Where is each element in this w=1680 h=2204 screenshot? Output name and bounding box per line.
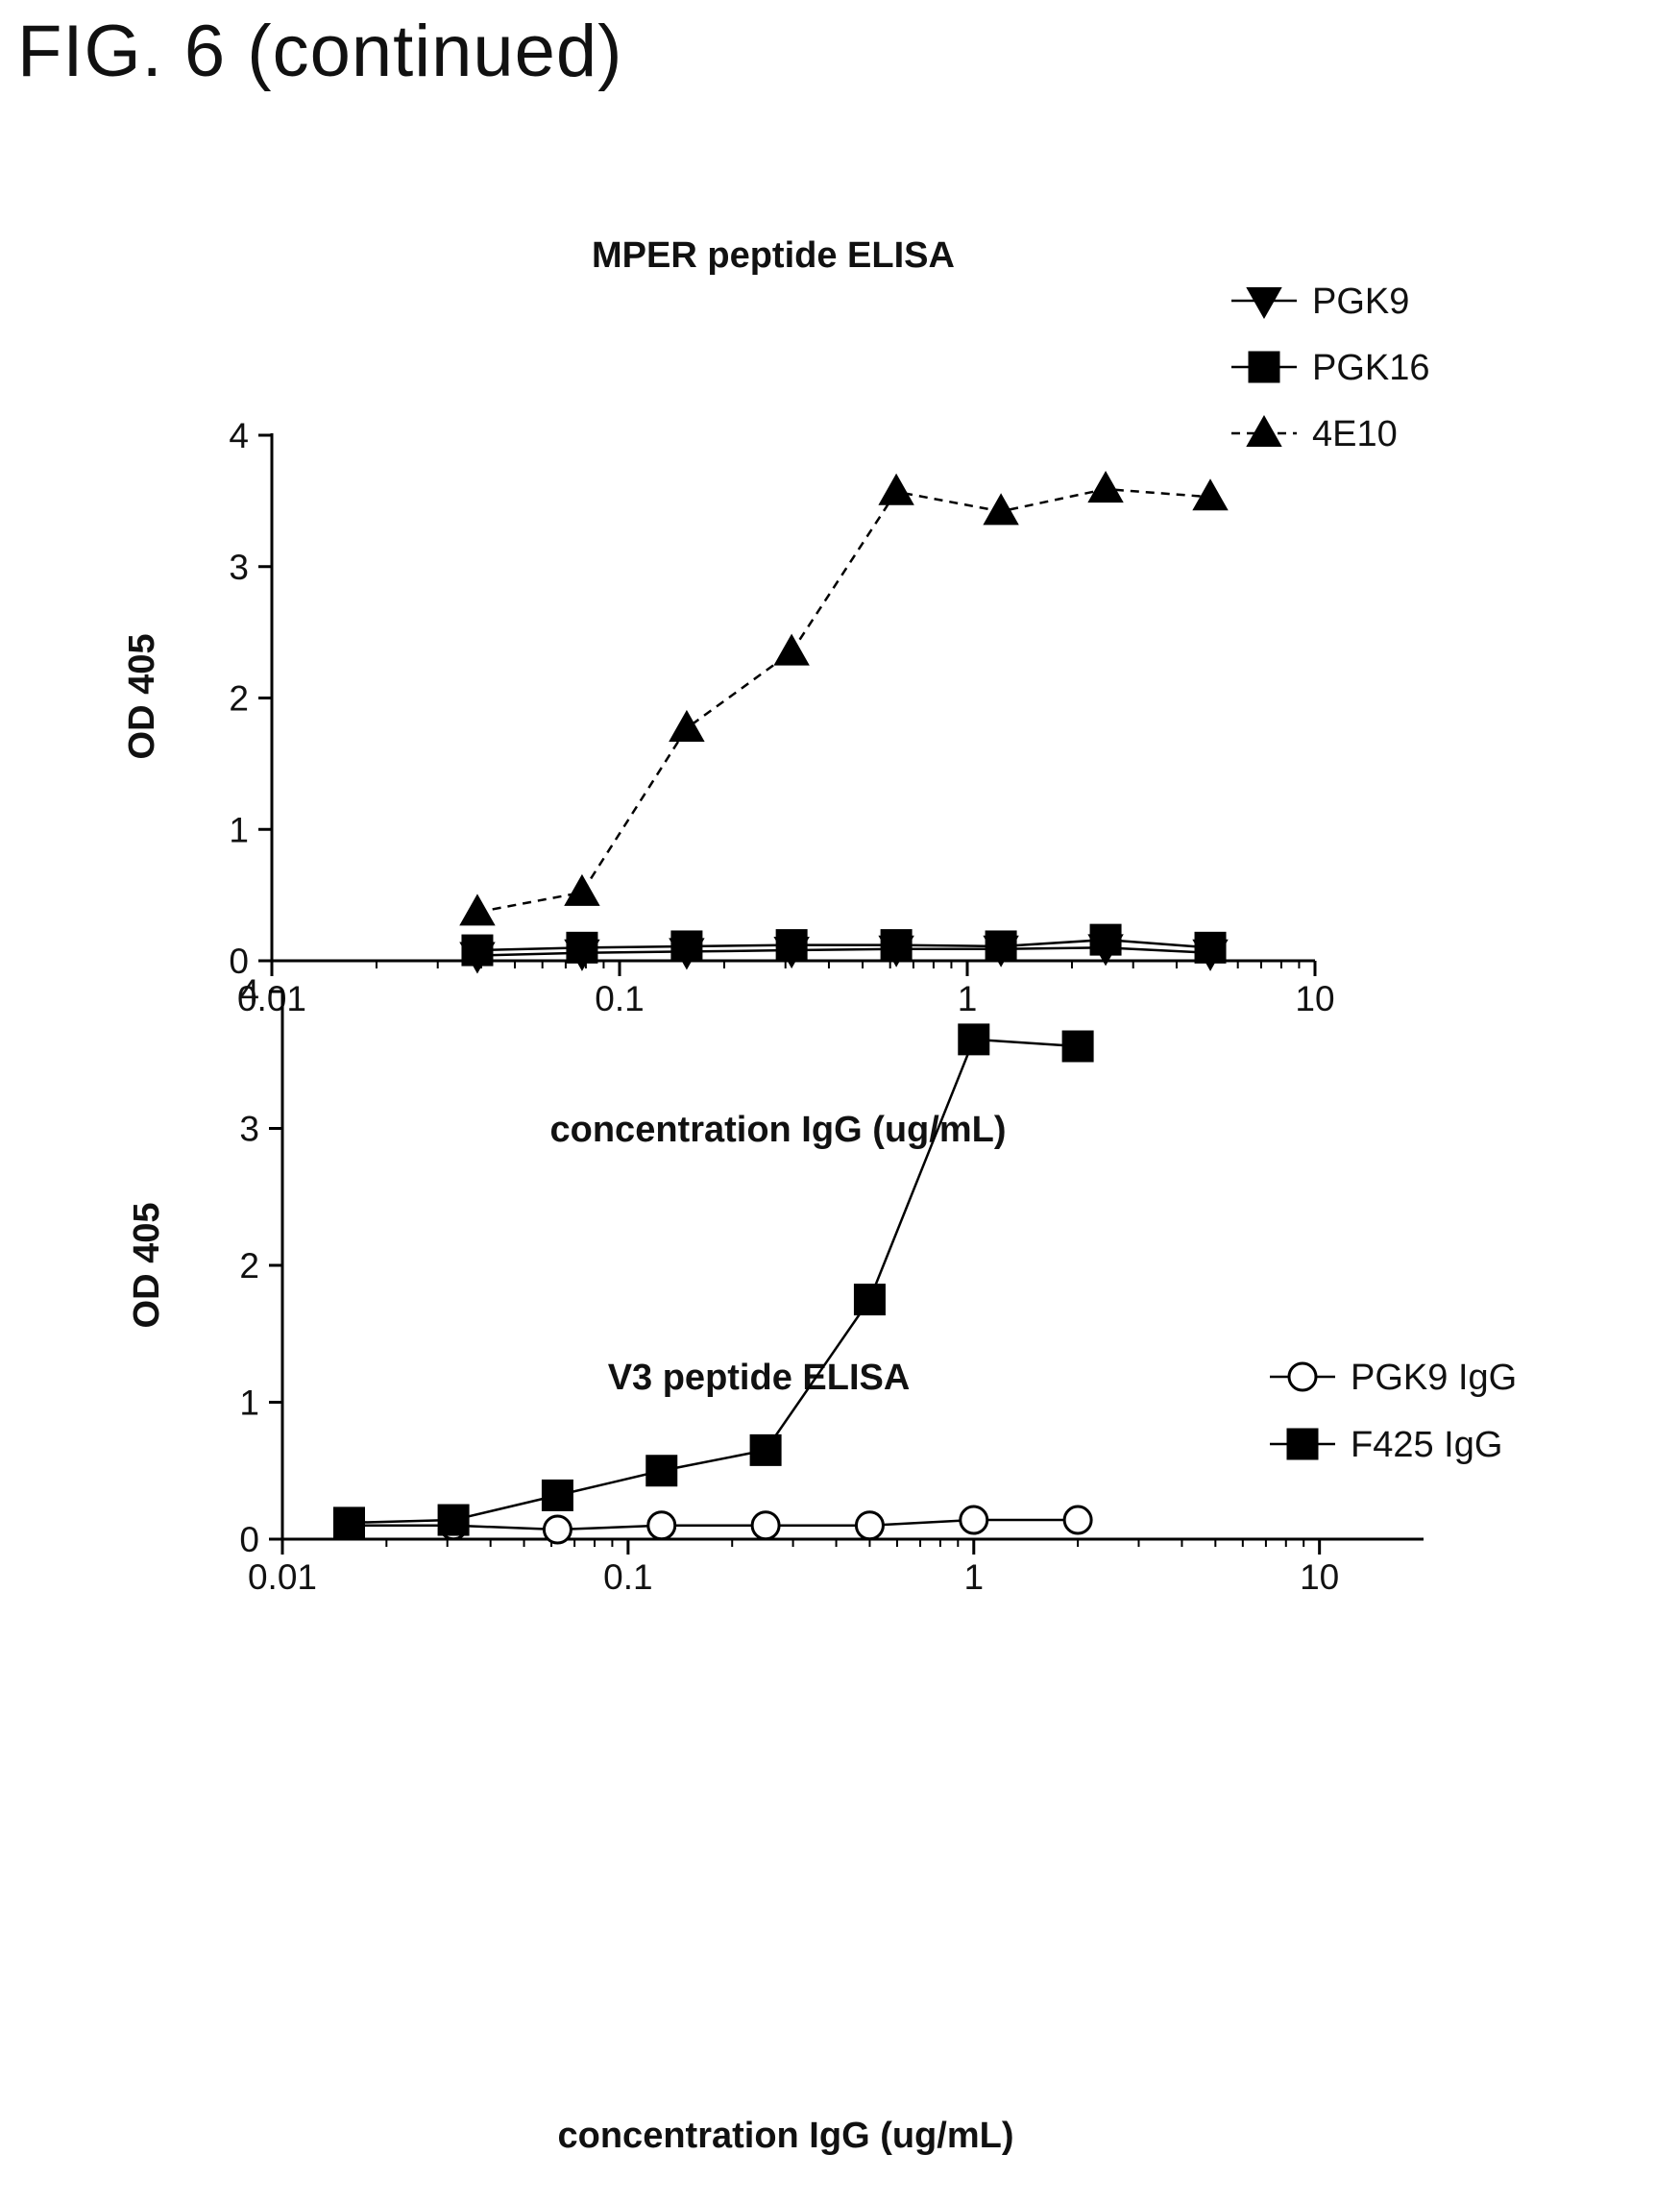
data-point: [1194, 931, 1227, 964]
series-line: [476, 938, 1211, 952]
data-point: [461, 934, 494, 967]
y-axis-label: OD 405: [122, 634, 162, 760]
data-point: [541, 1479, 573, 1511]
chart-title: V3 peptide ELISA: [608, 1358, 911, 1398]
data-point: [958, 1023, 990, 1056]
series-pgk16: [461, 923, 1227, 967]
series-4e10: [459, 471, 1229, 926]
legend-label: F425 IgG: [1351, 1425, 1502, 1465]
series-line: [476, 946, 1211, 957]
x-tick-label: 0.1: [603, 1557, 652, 1597]
x-tick-label: 0.01: [237, 979, 306, 1018]
series-line: [349, 1518, 1079, 1531]
data-point: [459, 894, 496, 926]
data-point: [564, 873, 600, 906]
y-tick-label: 3: [229, 548, 249, 587]
y-tick-label: 1: [239, 1384, 259, 1423]
data-point: [983, 493, 1019, 526]
legend-marker: [1287, 1361, 1318, 1392]
legend-entry-pgk9: PGK9: [1231, 282, 1409, 322]
data-point: [880, 929, 913, 962]
data-point: [1089, 923, 1122, 956]
x-tick-label: 0.01: [248, 1557, 317, 1597]
data-point: [959, 1505, 989, 1535]
y-tick-label: 4: [229, 416, 249, 455]
data-point: [775, 929, 808, 962]
legend-label: PGK16: [1312, 348, 1430, 388]
data-point: [646, 1510, 677, 1541]
x-tick-label: 1: [958, 979, 978, 1018]
legend-label: PGK9 IgG: [1351, 1358, 1517, 1398]
y-tick-label: 1: [229, 810, 249, 849]
series-line: [476, 487, 1211, 914]
data-point: [853, 1284, 886, 1316]
data-point: [566, 931, 598, 964]
data-point: [750, 1510, 781, 1541]
x-tick-label: 10: [1295, 979, 1334, 1018]
y-tick-label: 4: [239, 972, 259, 1012]
data-point: [333, 1506, 366, 1539]
legend-marker: [1246, 414, 1282, 447]
data-point: [437, 1504, 470, 1536]
legend-entry-pgk16: PGK16: [1231, 348, 1430, 388]
data-point: [1087, 471, 1124, 503]
y-axis-label: OD 405: [127, 1203, 167, 1329]
legend-label: PGK9: [1312, 282, 1409, 322]
legend-marker: [1286, 1428, 1319, 1460]
x-axis-label: concentration IgG (ug/mL): [550, 1110, 1007, 1150]
legend-label: 4E10: [1312, 414, 1398, 454]
figure-title: FIG. 6 (continued): [17, 11, 623, 92]
data-point: [1192, 478, 1229, 511]
x-tick-label: 1: [963, 1557, 984, 1597]
legend-entry-pgk9-igg: PGK9 IgG: [1270, 1358, 1517, 1398]
legend-entry-4e10: 4E10: [1231, 414, 1398, 454]
y-tick-label: 2: [239, 1246, 259, 1286]
data-point: [854, 1510, 885, 1541]
series-f425-igg: [333, 1023, 1094, 1539]
legend-marker: [1248, 351, 1280, 383]
data-point: [878, 473, 914, 505]
data-point: [985, 930, 1017, 963]
data-point: [645, 1455, 678, 1487]
x-tick-label: 10: [1300, 1557, 1339, 1597]
y-tick-label: 2: [229, 679, 249, 719]
series-line: [349, 1038, 1079, 1525]
data-point: [670, 930, 703, 963]
y-tick-label: 0: [239, 1520, 259, 1559]
y-tick-label: 0: [229, 942, 249, 981]
x-axis-label: concentration IgG (ug/mL): [558, 2116, 1014, 2156]
y-tick-label: 3: [239, 1110, 259, 1149]
data-point: [773, 633, 810, 666]
legend-marker: [1246, 287, 1282, 320]
legend-entry-f425-igg: F425 IgG: [1270, 1425, 1502, 1465]
data-point: [749, 1433, 782, 1466]
data-point: [1062, 1505, 1093, 1535]
data-point: [1061, 1030, 1094, 1063]
data-point: [669, 709, 705, 742]
chart-title: MPER peptide ELISA: [592, 235, 955, 276]
x-tick-label: 0.1: [595, 979, 644, 1018]
data-point: [542, 1514, 572, 1545]
